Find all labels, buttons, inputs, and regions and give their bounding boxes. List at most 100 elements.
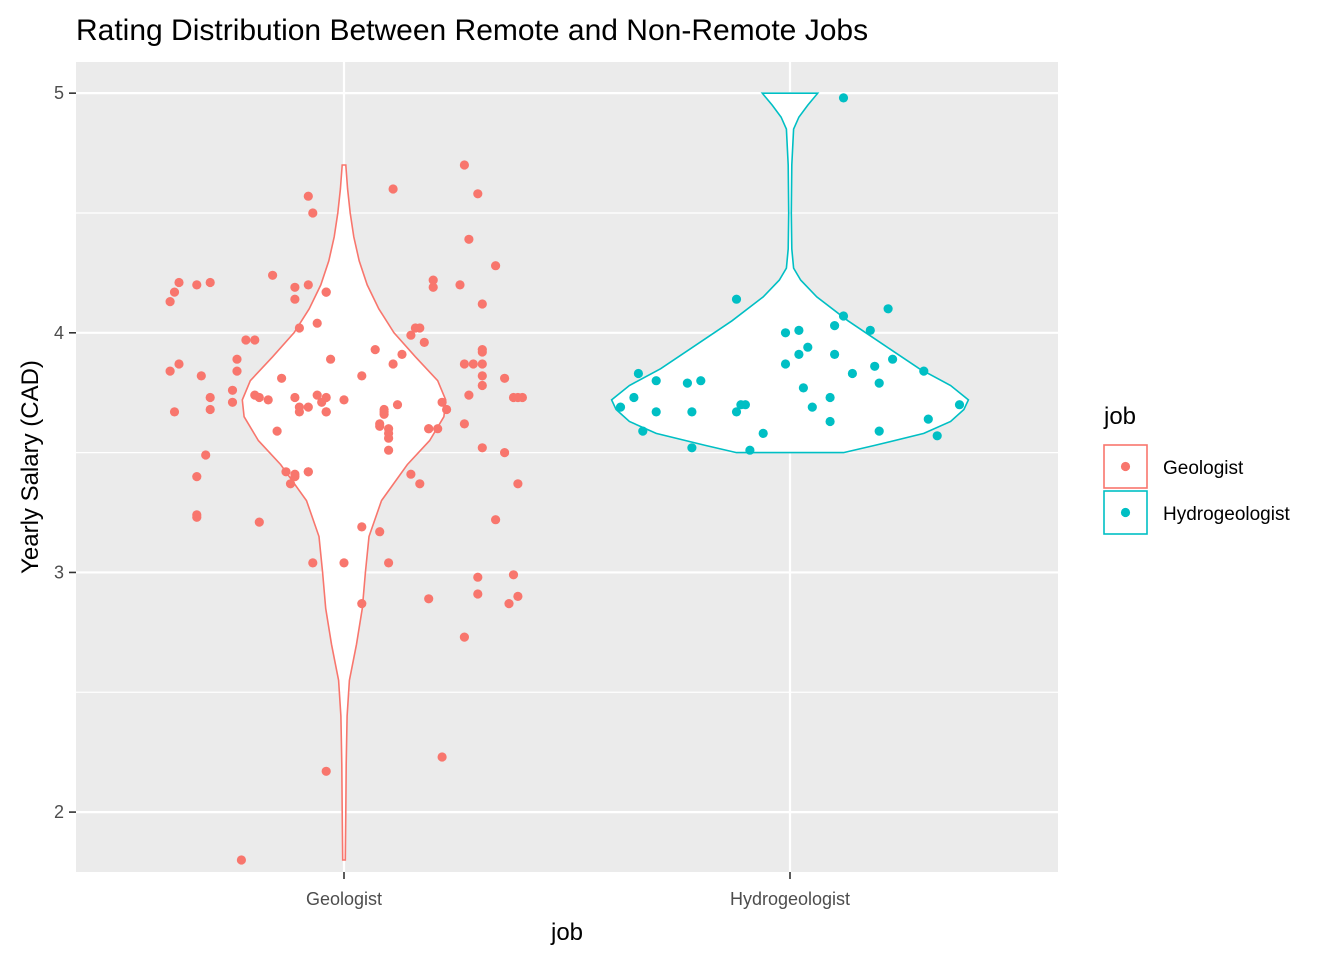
data-point-hydrogeologist bbox=[633, 368, 644, 379]
data-point-geologist bbox=[303, 280, 313, 290]
data-point-geologist bbox=[268, 270, 278, 280]
data-point-geologist bbox=[464, 390, 474, 400]
data-point-hydrogeologist bbox=[651, 407, 661, 417]
data-point-geologist bbox=[437, 397, 447, 407]
data-point-geologist bbox=[388, 359, 398, 369]
data-point-geologist bbox=[192, 472, 202, 482]
data-point-geologist bbox=[263, 395, 273, 405]
data-point-geologist bbox=[290, 294, 300, 304]
legend-key-point bbox=[1120, 461, 1131, 472]
data-point-geologist bbox=[419, 337, 429, 347]
data-point-geologist bbox=[254, 517, 264, 527]
data-point-geologist bbox=[473, 572, 483, 582]
data-point-geologist bbox=[459, 359, 469, 369]
violins bbox=[241, 92, 970, 861]
data-point-geologist bbox=[424, 594, 434, 604]
data-point-geologist bbox=[165, 366, 175, 376]
data-point-geologist bbox=[464, 234, 474, 244]
data-point-geologist bbox=[165, 297, 175, 307]
data-point-geologist bbox=[174, 359, 184, 369]
data-point-hydrogeologist bbox=[696, 376, 706, 386]
data-point-hydrogeologist bbox=[682, 378, 693, 388]
data-point-geologist bbox=[468, 359, 478, 369]
data-point-geologist bbox=[513, 479, 523, 489]
data-point-geologist bbox=[192, 512, 202, 522]
data-point-geologist bbox=[500, 448, 510, 458]
data-point-hydrogeologist bbox=[847, 368, 858, 379]
grid-major bbox=[76, 62, 1058, 872]
data-point-geologist bbox=[459, 160, 469, 170]
data-point-geologist bbox=[375, 527, 385, 537]
data-point-geologist bbox=[169, 407, 180, 417]
violin-hydrogeologist bbox=[610, 92, 970, 454]
data-point-geologist bbox=[477, 380, 487, 391]
data-point-hydrogeologist bbox=[825, 416, 835, 427]
data-point-geologist bbox=[477, 371, 487, 381]
data-point-geologist bbox=[379, 409, 389, 419]
data-point-hydrogeologist bbox=[838, 93, 849, 103]
data-point-geologist bbox=[357, 599, 367, 609]
data-point-geologist bbox=[415, 323, 425, 333]
data-point-geologist bbox=[227, 385, 238, 395]
data-point-geologist bbox=[290, 472, 300, 482]
grid-minor bbox=[76, 212, 1058, 693]
data-point-geologist bbox=[473, 589, 483, 599]
data-point-geologist bbox=[437, 752, 447, 762]
data-point-geologist bbox=[388, 184, 398, 194]
data-point-geologist bbox=[424, 424, 434, 434]
data-point-hydrogeologist bbox=[687, 443, 697, 453]
data-point-geologist bbox=[357, 371, 367, 381]
x-axis-title: job bbox=[550, 919, 583, 946]
data-point-geologist bbox=[459, 419, 469, 429]
data-point-hydrogeologist bbox=[865, 325, 875, 335]
data-point-geologist bbox=[370, 345, 380, 355]
data-point-geologist bbox=[317, 397, 327, 407]
data-point-hydrogeologist bbox=[830, 321, 840, 331]
data-point-hydrogeologist bbox=[830, 349, 840, 359]
data-point-hydrogeologist bbox=[954, 400, 965, 410]
data-point-hydrogeologist bbox=[780, 359, 791, 369]
data-point-hydrogeologist bbox=[615, 402, 626, 412]
data-point-geologist bbox=[491, 515, 501, 525]
data-point-geologist bbox=[294, 323, 304, 333]
data-point-geologist bbox=[455, 280, 465, 290]
y-tick-label: 5 bbox=[54, 83, 64, 103]
data-point-hydrogeologist bbox=[651, 376, 661, 386]
data-point-geologist bbox=[321, 287, 331, 297]
data-point-hydrogeologist bbox=[731, 294, 742, 304]
data-point-hydrogeologist bbox=[731, 407, 742, 417]
data-point-hydrogeologist bbox=[932, 431, 942, 441]
data-point-hydrogeologist bbox=[870, 361, 880, 371]
data-point-geologist bbox=[290, 392, 300, 403]
legend-label-hydrogeologist: Hydrogeologist bbox=[1163, 504, 1290, 525]
legend-title: job bbox=[1103, 403, 1136, 430]
data-point-geologist bbox=[504, 599, 514, 609]
data-point-geologist bbox=[174, 277, 184, 288]
data-point-geologist bbox=[169, 287, 180, 297]
legend-label-geologist: Geologist bbox=[1163, 458, 1244, 479]
data-point-geologist bbox=[397, 349, 407, 359]
data-point-hydrogeologist bbox=[687, 407, 697, 417]
data-point-geologist bbox=[428, 275, 438, 285]
data-point-geologist bbox=[415, 479, 425, 489]
data-point-geologist bbox=[232, 354, 242, 364]
data-point-geologist bbox=[205, 277, 215, 288]
y-tick-label: 3 bbox=[54, 562, 64, 582]
data-point-hydrogeologist bbox=[923, 414, 933, 424]
data-point-geologist bbox=[196, 371, 206, 381]
data-point-geologist bbox=[513, 591, 523, 602]
legend-key-point bbox=[1120, 507, 1131, 518]
chart-title: Rating Distribution Between Remote and N… bbox=[76, 14, 868, 47]
y-axis-title: Yearly Salary (CAD) bbox=[17, 360, 44, 574]
data-point-hydrogeologist bbox=[874, 378, 884, 388]
data-point-geologist bbox=[254, 392, 264, 403]
data-point-geologist bbox=[433, 424, 443, 434]
data-point-hydrogeologist bbox=[794, 325, 804, 335]
plot-panel bbox=[76, 62, 1058, 872]
data-point-hydrogeologist bbox=[919, 366, 929, 376]
data-point-hydrogeologist bbox=[740, 400, 751, 410]
data-point-hydrogeologist bbox=[874, 426, 884, 436]
data-point-hydrogeologist bbox=[888, 354, 898, 364]
data-point-hydrogeologist bbox=[838, 311, 849, 321]
